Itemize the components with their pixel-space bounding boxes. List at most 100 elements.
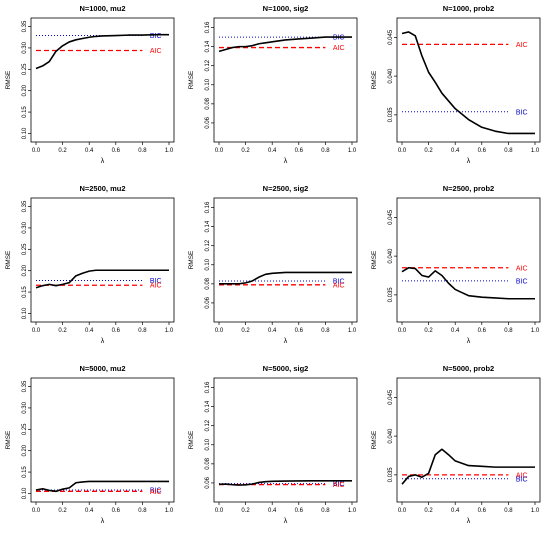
chart-svg: N=1000, mu2 0.0 0.2 0.4 0.6 0.8 1.0 0.10 0.15 0.2… bbox=[5, 4, 175, 165]
x-tick-label: 0.6 bbox=[295, 508, 304, 514]
x-tick-label: 0.8 bbox=[138, 148, 147, 154]
aic-label: AIC bbox=[516, 265, 528, 272]
y-tick-label: 0.35 bbox=[22, 200, 28, 212]
x-tick-label: 0.0 bbox=[215, 508, 224, 514]
chart-title: N=1000, sig2 bbox=[263, 4, 309, 13]
x-axis-label: λ bbox=[284, 518, 288, 525]
chart-title: N=2500, sig2 bbox=[263, 184, 309, 193]
chart-panel: N=2500, sig2 0.0 0.2 0.4 0.6 0.8 1.0 0.06 0.08 0.… bbox=[183, 180, 366, 365]
chart-panel: N=2500, prob2 0.0 0.2 0.4 0.6 0.8 1.0 0.035 0.04… bbox=[366, 180, 549, 365]
y-tick-label: 0.30 bbox=[22, 41, 28, 53]
rmse-series-line bbox=[35, 480, 169, 493]
bic-label: BIC bbox=[150, 278, 162, 285]
chart-panel: N=5000, mu2 0.0 0.2 0.4 0.6 0.8 1.0 0.10 0.15 0.2… bbox=[0, 360, 183, 545]
x-tick-label: 0.2 bbox=[424, 508, 433, 514]
chart-svg: N=2500, sig2 0.0 0.2 0.4 0.6 0.8 1.0 0.06 0.08 0.… bbox=[188, 184, 358, 345]
y-tick-label: 0.12 bbox=[205, 419, 211, 431]
y-tick-label: 0.08 bbox=[205, 457, 211, 469]
y-axis-label: RMSE bbox=[188, 430, 195, 449]
y-tick-label: 0.10 bbox=[205, 258, 211, 270]
plot-frame bbox=[396, 377, 541, 503]
y-tick-label: 0.045 bbox=[388, 389, 394, 405]
x-tick-label: 0.4 bbox=[268, 148, 277, 154]
y-tick-label: 0.045 bbox=[388, 209, 394, 225]
y-axis-label: RMSE bbox=[5, 250, 12, 269]
aic-label: AIC bbox=[150, 489, 162, 496]
x-tick-label: 0.0 bbox=[32, 148, 41, 154]
plot-frame bbox=[213, 17, 358, 143]
y-tick-label: 0.14 bbox=[205, 400, 211, 412]
y-axis-label: RMSE bbox=[5, 430, 12, 449]
x-tick-label: 0.4 bbox=[451, 508, 460, 514]
x-tick-label: 0.2 bbox=[241, 508, 250, 514]
y-axis-label: RMSE bbox=[371, 70, 378, 89]
plot-frame bbox=[213, 197, 358, 323]
y-tick-label: 0.08 bbox=[205, 277, 211, 289]
y-tick-label: 0.35 bbox=[22, 20, 28, 32]
x-tick-label: 1.0 bbox=[348, 508, 357, 514]
x-tick-label: 0.8 bbox=[504, 328, 513, 334]
chart-panel: N=5000, prob2 0.0 0.2 0.4 0.6 0.8 1.0 0.035 0.04… bbox=[366, 360, 549, 545]
aic-label: AIC bbox=[333, 482, 345, 489]
y-tick-label: 0.15 bbox=[22, 106, 28, 118]
chart-svg: N=2500, mu2 0.0 0.2 0.4 0.6 0.8 1.0 0.10 0.15 0.2… bbox=[5, 184, 175, 345]
y-tick-label: 0.16 bbox=[205, 381, 211, 393]
x-tick-label: 1.0 bbox=[165, 148, 174, 154]
chart-svg: N=2500, prob2 0.0 0.2 0.4 0.6 0.8 1.0 0.035 0.04… bbox=[371, 184, 541, 345]
x-tick-label: 0.4 bbox=[268, 508, 277, 514]
bic-label: BIC bbox=[150, 488, 162, 495]
x-tick-label: 0.4 bbox=[85, 508, 94, 514]
bic-label: BIC bbox=[516, 278, 528, 285]
y-tick-label: 0.12 bbox=[205, 59, 211, 71]
y-axis-label: RMSE bbox=[188, 70, 195, 89]
x-tick-label: 1.0 bbox=[348, 148, 357, 154]
x-tick-label: 0.2 bbox=[241, 148, 250, 154]
chart-panel: N=5000, sig2 0.0 0.2 0.4 0.6 0.8 1.0 0.06 0.08 0.… bbox=[183, 360, 366, 545]
aic-label: AIC bbox=[150, 283, 162, 290]
x-tick-label: 0.8 bbox=[321, 148, 330, 154]
x-tick-label: 1.0 bbox=[348, 328, 357, 334]
x-tick-label: 0.0 bbox=[398, 328, 407, 334]
y-tick-label: 0.20 bbox=[22, 444, 28, 456]
y-axis-label: RMSE bbox=[371, 250, 378, 269]
chart-panel: N=1000, sig2 0.0 0.2 0.4 0.6 0.8 1.0 0.06 0.08 0.… bbox=[183, 0, 366, 185]
x-tick-label: 0.0 bbox=[398, 148, 407, 154]
chart-svg: N=1000, sig2 0.0 0.2 0.4 0.6 0.8 1.0 0.06 0.08 0.… bbox=[188, 4, 358, 165]
x-tick-label: 0.0 bbox=[32, 328, 41, 334]
x-tick-label: 0.4 bbox=[85, 328, 94, 334]
y-tick-label: 0.06 bbox=[205, 296, 211, 308]
chart-title: N=5000, sig2 bbox=[263, 364, 309, 373]
y-tick-label: 0.30 bbox=[22, 221, 28, 233]
bic-label: BIC bbox=[333, 35, 345, 42]
y-tick-label: 0.06 bbox=[205, 116, 211, 128]
chart-title: N=2500, mu2 bbox=[79, 184, 125, 193]
x-tick-label: 0.2 bbox=[58, 148, 67, 154]
rmse-series-line bbox=[218, 480, 352, 486]
x-axis-label: λ bbox=[101, 518, 105, 525]
x-tick-label: 0.6 bbox=[295, 148, 304, 154]
x-tick-label: 0.8 bbox=[504, 148, 513, 154]
x-axis-label: λ bbox=[284, 158, 288, 165]
bic-label: BIC bbox=[516, 476, 528, 483]
y-tick-label: 0.16 bbox=[205, 201, 211, 213]
aic-label: AIC bbox=[516, 42, 528, 49]
x-tick-label: 0.6 bbox=[478, 508, 487, 514]
y-tick-label: 0.10 bbox=[22, 307, 28, 319]
plot-frame bbox=[30, 197, 175, 323]
y-tick-label: 0.14 bbox=[205, 40, 211, 52]
y-tick-label: 0.035 bbox=[388, 287, 394, 303]
bic-label: BIC bbox=[516, 109, 528, 116]
x-tick-label: 0.4 bbox=[85, 148, 94, 154]
chart-svg: N=5000, prob2 0.0 0.2 0.4 0.6 0.8 1.0 0.035 0.04… bbox=[371, 364, 541, 525]
rmse-series-line bbox=[401, 448, 535, 485]
y-tick-label: 0.10 bbox=[205, 78, 211, 90]
rmse-series-line bbox=[35, 33, 169, 70]
y-tick-label: 0.15 bbox=[22, 286, 28, 298]
y-tick-label: 0.06 bbox=[205, 476, 211, 488]
y-tick-label: 0.25 bbox=[22, 243, 28, 255]
chart-title: N=1000, mu2 bbox=[79, 4, 125, 13]
x-tick-label: 0.8 bbox=[138, 328, 147, 334]
x-tick-label: 0.6 bbox=[478, 328, 487, 334]
plot-frame bbox=[30, 17, 175, 143]
